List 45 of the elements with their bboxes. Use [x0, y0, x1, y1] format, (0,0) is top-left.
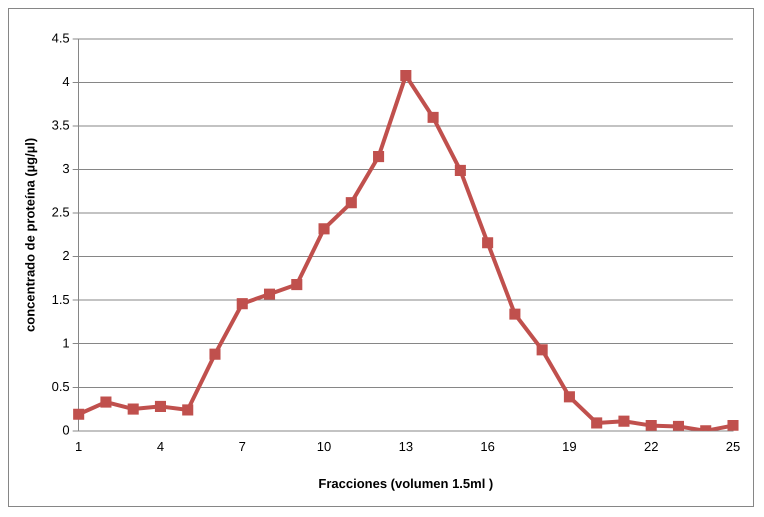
x-tick-label: 22 — [644, 439, 658, 454]
point — [400, 70, 412, 82]
point — [454, 164, 466, 176]
x-tick-label: 1 — [75, 439, 82, 454]
x-tick-label: 4 — [156, 439, 164, 454]
y-tick-label: 2 — [62, 248, 70, 264]
point — [128, 404, 139, 415]
x-tick-label: 13 — [398, 439, 414, 454]
point — [373, 151, 384, 162]
point — [482, 237, 494, 248]
point — [428, 112, 439, 123]
point — [672, 420, 684, 431]
y-tick-label: 0.5 — [52, 378, 70, 394]
point — [591, 417, 602, 428]
y-tick-label: 4.5 — [52, 30, 70, 46]
point — [100, 396, 112, 408]
y-tick-label: 3.5 — [52, 118, 70, 133]
y-tick-label: 3 — [62, 161, 70, 176]
point — [291, 278, 302, 290]
point — [73, 408, 84, 420]
x-axis-title: Fracciones (volumen 1.5ml ) — [318, 476, 494, 491]
y-tick-label: 0 — [62, 422, 70, 438]
point — [182, 404, 194, 416]
y-tick-label: 1 — [62, 335, 70, 350]
y-axis-title: concentrado de proteína (µg/µl) — [22, 138, 38, 332]
point — [646, 420, 657, 431]
x-tick-label: 16 — [480, 439, 495, 454]
x-tick-label: 10 — [316, 439, 332, 454]
point — [564, 391, 575, 402]
point — [209, 348, 221, 360]
point — [236, 298, 248, 310]
point — [727, 420, 739, 431]
point — [318, 223, 330, 234]
y-tick-label: 4 — [62, 74, 70, 90]
point — [154, 400, 166, 412]
point — [346, 197, 357, 208]
y-tick-label: 2.5 — [52, 204, 70, 220]
x-tick-label: 7 — [238, 439, 246, 454]
point — [618, 416, 630, 427]
x-tick-label: 19 — [562, 439, 577, 454]
y-tick-label: 1.5 — [52, 292, 70, 307]
point — [264, 288, 276, 300]
point — [509, 308, 520, 320]
x-tick-label: 25 — [726, 439, 740, 454]
point — [536, 344, 548, 356]
